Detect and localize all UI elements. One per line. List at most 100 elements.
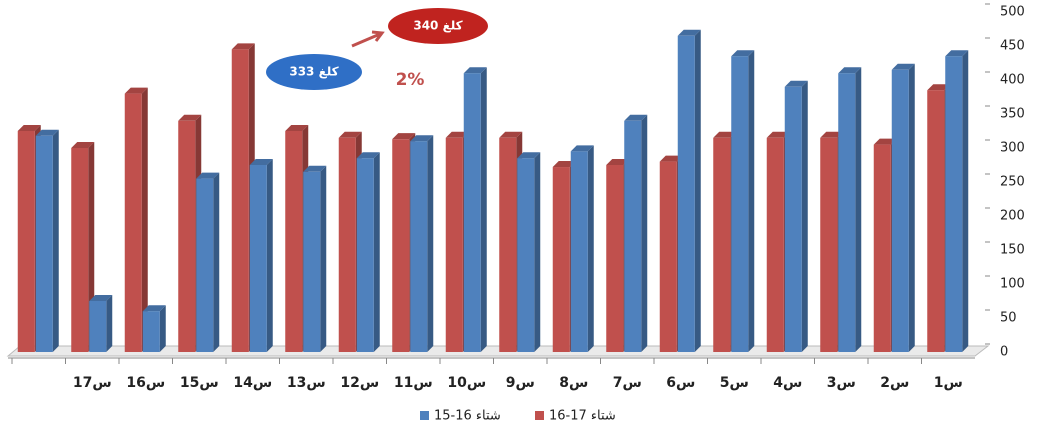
bar — [499, 137, 517, 352]
x-tick-label: س12 — [340, 375, 379, 391]
bar-side — [641, 114, 648, 352]
y-tick-label: 100 — [1000, 277, 1025, 292]
bar — [196, 178, 214, 352]
x-tick-label: س1 — [934, 375, 963, 391]
bar-top — [35, 129, 59, 136]
y-tick-label: 400 — [1000, 73, 1025, 88]
y-tick-label: 250 — [1000, 175, 1025, 190]
bar-side — [52, 129, 59, 352]
bar-top — [517, 152, 541, 159]
bar — [624, 120, 642, 352]
annotation: 340 كلغ — [413, 19, 462, 33]
bar-side — [141, 87, 148, 352]
bar-top — [445, 131, 469, 138]
x-tick-label: س7 — [613, 375, 642, 391]
x-tick-label: س16 — [126, 375, 165, 391]
bar — [606, 165, 624, 352]
legend-swatch — [535, 411, 544, 420]
annotation-bubble — [388, 8, 488, 44]
bar — [873, 144, 891, 352]
bar — [713, 137, 731, 352]
arrow — [351, 30, 385, 48]
x-tick-label: س13 — [287, 375, 326, 391]
bar-side — [587, 145, 594, 352]
bar-top — [410, 135, 434, 142]
bar-top — [624, 114, 648, 121]
legend-swatch — [420, 411, 429, 420]
bar — [731, 56, 749, 352]
bar-side — [855, 67, 862, 352]
bar — [392, 139, 410, 352]
bar — [552, 167, 570, 352]
bar — [570, 151, 588, 352]
legend-label: شتاء 16-15 — [434, 409, 501, 424]
x-tick-label: س15 — [180, 375, 219, 391]
bar — [766, 137, 784, 352]
bar — [659, 161, 677, 352]
bar-top — [17, 125, 41, 131]
bar-top — [606, 159, 630, 165]
bar-top — [659, 155, 683, 162]
y-tick-label: 200 — [1000, 209, 1025, 224]
bar-top — [196, 172, 220, 179]
bar-side — [801, 80, 808, 353]
bar — [891, 69, 909, 353]
annotation-bubble — [266, 54, 362, 90]
x-tick-label: س11 — [394, 375, 433, 391]
bar — [356, 158, 374, 352]
x-tick-label: س14 — [233, 375, 272, 391]
bar — [285, 131, 303, 352]
annotation: 2% — [396, 70, 425, 90]
x-tick-label: س2 — [880, 375, 909, 391]
bar — [17, 131, 35, 352]
bar — [178, 120, 196, 352]
bar — [784, 86, 802, 353]
bar-side — [266, 159, 273, 352]
bar-top — [231, 43, 255, 50]
y-tick-label: 350 — [1000, 107, 1025, 122]
bar-top — [731, 50, 755, 57]
bar-top — [124, 87, 148, 94]
bar-side — [427, 135, 434, 352]
bar-top — [766, 131, 790, 138]
bar — [249, 165, 267, 352]
bar-side — [908, 63, 915, 353]
bar-side — [962, 50, 969, 352]
bar-top — [303, 165, 327, 172]
y-tick-label: 150 — [1000, 243, 1025, 258]
bar-top — [570, 145, 594, 152]
bar — [927, 90, 945, 352]
x-tick-label: س9 — [506, 375, 535, 391]
bar — [142, 311, 160, 352]
bar-top — [142, 305, 166, 312]
bar-top — [927, 84, 951, 91]
bar-top — [178, 114, 202, 121]
y-tick-label: 300 — [1000, 141, 1025, 156]
bar-side — [159, 305, 166, 352]
y-tick-label: 50 — [1000, 311, 1017, 326]
bar-top — [677, 29, 701, 36]
bar-side — [480, 67, 487, 352]
bar-top — [820, 131, 844, 138]
bar-top — [891, 63, 915, 70]
bar — [945, 56, 963, 352]
bar — [517, 158, 535, 352]
bar-top — [356, 152, 380, 159]
x-tick-label: س8 — [559, 375, 588, 391]
bar — [124, 93, 142, 352]
bar-side — [373, 152, 380, 352]
bar-top — [713, 131, 737, 138]
bar — [463, 73, 481, 352]
bar-side — [320, 165, 327, 352]
bar-top — [784, 80, 808, 87]
bar — [231, 49, 249, 353]
bar — [71, 148, 89, 352]
bar — [677, 35, 695, 353]
bar-top — [552, 161, 576, 168]
x-tick-label: س5 — [720, 375, 749, 391]
y-tick-label: 450 — [1000, 39, 1025, 54]
bar-top — [873, 138, 897, 145]
x-tick-label: س10 — [447, 375, 486, 391]
bar-side — [106, 295, 113, 352]
bar-top — [392, 133, 416, 140]
